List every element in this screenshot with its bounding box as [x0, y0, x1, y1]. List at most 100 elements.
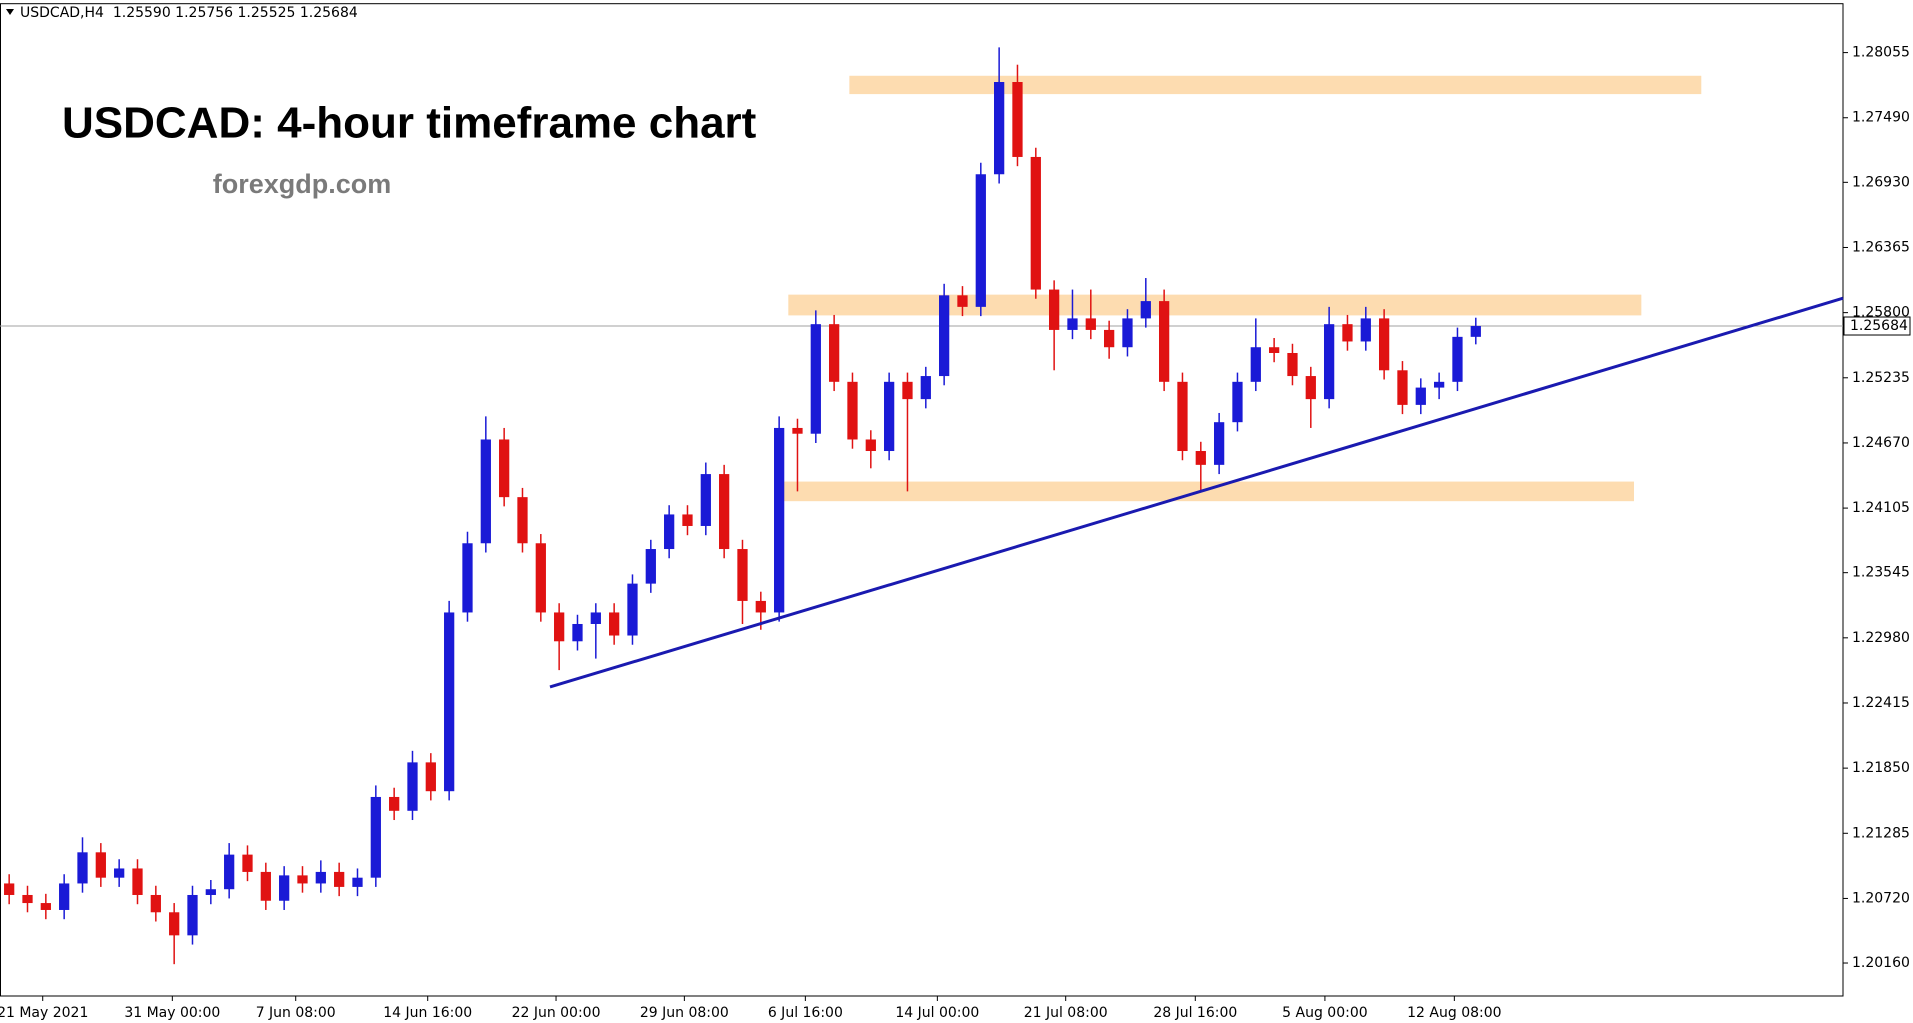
x-tick-label: 14 Jul 00:00 [895, 1005, 979, 1021]
candle-body [902, 381, 913, 400]
y-tick-label: 1.28055 [1852, 45, 1910, 61]
candle-body [279, 875, 290, 901]
chart-header: USDCAD,H4 1.25590 1.25756 1.25525 1.2568… [20, 5, 358, 21]
candle-body [499, 439, 510, 498]
candle-body [462, 543, 473, 613]
candle-body [1415, 387, 1426, 405]
x-tick-label: 12 Aug 08:00 [1407, 1005, 1501, 1021]
candle-body [1159, 301, 1170, 382]
candle-body [810, 324, 821, 434]
y-tick-label: 1.26930 [1852, 174, 1910, 190]
candle-body [187, 894, 198, 936]
zone [849, 75, 1702, 95]
candle-body [994, 82, 1005, 175]
candle-body [1012, 82, 1023, 157]
candle-body [554, 612, 565, 642]
candle-body [1378, 318, 1390, 371]
candle-body [40, 903, 51, 910]
chart-title: USDCAD: 4-hour timeframe chart [62, 99, 757, 148]
y-tick-label: 1.20720 [1852, 890, 1910, 906]
zone [788, 294, 1642, 316]
x-tick-label: 29 Jun 08:00 [640, 1005, 729, 1021]
current-price-box [1843, 316, 1911, 336]
candle-body [297, 875, 308, 884]
candle-body [1250, 347, 1261, 382]
y-tick-label: 1.20160 [1852, 955, 1910, 971]
zone [779, 481, 1635, 502]
candle-body [975, 174, 986, 307]
candle-body [792, 427, 803, 434]
candle-body [664, 514, 675, 550]
x-tick-label: 6 Jul 16:00 [768, 1005, 843, 1021]
candle-body [572, 623, 583, 642]
candle-body [407, 762, 418, 811]
candle-body [774, 427, 785, 613]
candle-body [1122, 318, 1133, 348]
x-tick-label: 14 Jun 16:00 [383, 1005, 472, 1021]
candle-body [1268, 347, 1280, 353]
candle-body [389, 796, 400, 811]
candle-body [1049, 289, 1060, 330]
candle-body [59, 883, 70, 910]
candle-body [1067, 318, 1078, 330]
candle-body [1195, 451, 1206, 465]
x-tick-label: 31 May 00:00 [124, 1005, 220, 1021]
axes: 1.280551.274901.269301.263651.258001.252… [0, 45, 1911, 1021]
candle-body [737, 549, 748, 601]
candle-body [590, 612, 601, 624]
y-tick-label: 1.22415 [1852, 695, 1910, 711]
candle-body [755, 600, 766, 613]
candle-body [1085, 318, 1096, 330]
y-tick-label: 1.21850 [1852, 760, 1910, 776]
candle-body [1452, 336, 1463, 382]
candle-body [150, 894, 161, 913]
candle-body [957, 295, 968, 307]
candle-body [4, 883, 15, 895]
menu-arrow[interactable] [6, 9, 14, 15]
candle-body [1360, 318, 1371, 342]
candle-body [260, 871, 271, 901]
candle-body [242, 854, 253, 872]
candles [4, 47, 1481, 965]
candle-body [1470, 326, 1481, 337]
candle-body [847, 381, 858, 440]
candle-body [884, 381, 895, 452]
candle-body [609, 612, 620, 636]
candle-body [939, 295, 950, 377]
candle-body [535, 543, 546, 613]
candle-body [95, 852, 106, 878]
candle-body [920, 376, 931, 400]
candle-body [1397, 370, 1408, 405]
plot-frame [0, 3, 1844, 997]
candle-body [719, 474, 730, 550]
x-tick-label: 7 Jun 08:00 [256, 1005, 336, 1021]
candle-body [1232, 381, 1243, 423]
x-tick-label: 28 Jul 16:00 [1153, 1005, 1237, 1021]
candle-body [334, 871, 345, 887]
candle-body [480, 439, 491, 544]
trendline [549, 296, 1844, 689]
candle-body [829, 324, 840, 382]
candle-body [700, 474, 711, 526]
candle-body [22, 894, 33, 904]
y-tick-label: 1.25235 [1852, 370, 1910, 386]
candle-body [682, 514, 693, 526]
candle-body [352, 877, 363, 887]
candle-body [224, 854, 235, 890]
x-tick-label: 5 Aug 00:00 [1282, 1005, 1368, 1021]
chart-subtitle: forexgdp.com [213, 169, 392, 199]
y-tick-label: 1.24105 [1852, 500, 1910, 516]
candle-body [114, 868, 125, 878]
x-tick-label: 21 Jul 08:00 [1024, 1005, 1108, 1021]
candle-body [1287, 352, 1298, 377]
candle-body [77, 852, 88, 884]
candle-body [1030, 156, 1041, 290]
candle-body [1177, 381, 1188, 452]
y-tick-label: 1.24670 [1852, 435, 1910, 451]
candle-body [425, 762, 436, 792]
candle-body [517, 497, 528, 544]
candle-body [865, 439, 876, 452]
y-tick-label: 1.22980 [1852, 630, 1910, 646]
